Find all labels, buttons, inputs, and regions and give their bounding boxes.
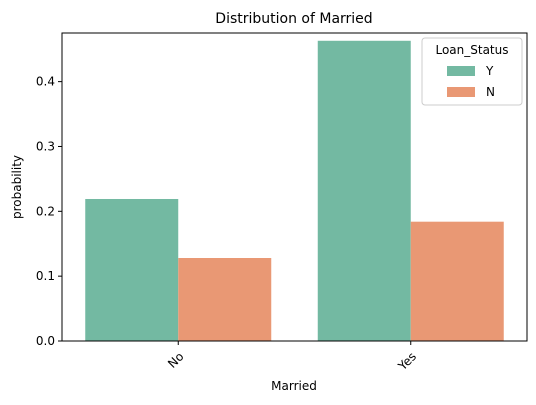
y-tick-label: 0.0 bbox=[36, 334, 55, 348]
x-tick-label-no: No bbox=[165, 349, 186, 370]
bar-y-no bbox=[85, 198, 179, 341]
legend-swatch-y bbox=[447, 66, 475, 76]
bar-y-yes bbox=[317, 40, 411, 341]
y-tick-label: 0.3 bbox=[36, 139, 55, 153]
legend: Loan_Status Y N bbox=[421, 37, 523, 106]
y-tick-label: 0.2 bbox=[36, 204, 55, 218]
legend-title: Loan_Status bbox=[435, 43, 508, 57]
y-axis: 0.0 0.1 0.2 0.3 0.4 bbox=[36, 75, 62, 348]
x-axis-label: Married bbox=[271, 379, 317, 393]
plot-frame bbox=[61, 32, 528, 342]
y-tick-label: 0.1 bbox=[36, 269, 55, 283]
y-tick-label: 0.4 bbox=[36, 75, 55, 89]
x-tick-label-yes: Yes bbox=[395, 349, 419, 373]
x-axis: No Yes bbox=[165, 341, 419, 374]
y-axis-label: probability bbox=[10, 155, 24, 219]
legend-label-y: Y bbox=[485, 64, 494, 78]
bar-n-yes bbox=[410, 221, 504, 341]
bar-n-no bbox=[178, 258, 272, 341]
bars-group bbox=[85, 40, 504, 341]
legend-swatch-n bbox=[447, 87, 475, 97]
chart-title: Distribution of Married bbox=[215, 11, 372, 27]
legend-label-n: N bbox=[486, 85, 495, 99]
